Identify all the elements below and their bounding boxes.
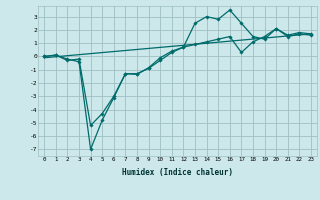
X-axis label: Humidex (Indice chaleur): Humidex (Indice chaleur) (122, 168, 233, 177)
